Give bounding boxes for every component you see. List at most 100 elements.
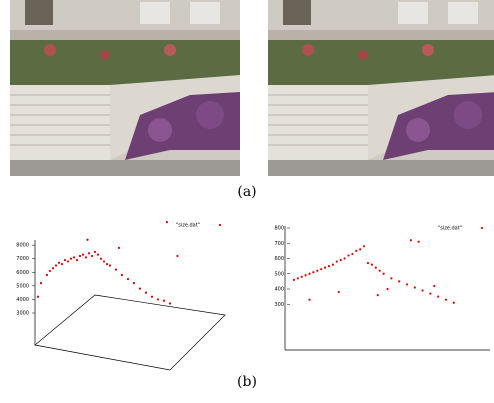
y-tick-label: 8000 [16, 243, 29, 249]
point [339, 258, 342, 262]
point [370, 263, 373, 266]
point [366, 261, 370, 265]
point [99, 257, 103, 260]
point [87, 252, 91, 255]
point [156, 298, 160, 301]
point [308, 298, 311, 301]
point [398, 280, 401, 283]
point [386, 287, 389, 291]
point [72, 256, 76, 259]
point [86, 238, 89, 241]
point [417, 240, 420, 243]
point [75, 258, 79, 262]
point [57, 261, 61, 264]
point [93, 250, 97, 254]
point [45, 273, 49, 277]
point [144, 291, 148, 294]
point [437, 295, 440, 298]
point [444, 298, 448, 301]
point [390, 277, 393, 280]
point [54, 264, 58, 267]
point [132, 282, 136, 285]
point [48, 269, 52, 273]
point [108, 264, 112, 267]
point [429, 292, 432, 295]
3d-frame [34, 240, 226, 371]
point [355, 249, 358, 252]
point [176, 254, 179, 258]
point [296, 277, 299, 280]
legend-marker [480, 226, 484, 230]
point [421, 289, 424, 292]
point [374, 266, 377, 269]
y-tick-label: 7000 [16, 256, 29, 262]
point [359, 248, 362, 251]
y-tick-label: 6000 [16, 270, 29, 276]
point [316, 269, 319, 272]
y-tick-label: 4000 [16, 297, 29, 303]
point [117, 246, 121, 249]
point [81, 253, 85, 256]
point [320, 268, 323, 271]
point [168, 302, 172, 305]
point [324, 266, 327, 269]
photo-left [9, 0, 241, 177]
point [138, 287, 142, 290]
y-tick-label: 400 [274, 287, 284, 293]
caption: (a) [237, 184, 256, 200]
point [327, 265, 331, 268]
point [150, 295, 154, 298]
point [409, 239, 412, 242]
legend-marker [218, 223, 222, 227]
point [102, 260, 106, 263]
y-tick-label: 500 [274, 271, 284, 277]
point [378, 269, 381, 272]
point [300, 275, 303, 278]
caption: (b) [237, 374, 257, 390]
y-tick-label: 3000 [16, 311, 29, 317]
point [343, 257, 346, 260]
point [78, 254, 82, 258]
point [304, 274, 307, 277]
point [162, 299, 166, 302]
point [308, 272, 311, 275]
y-tick-label: 300 [274, 302, 284, 308]
point [84, 256, 88, 259]
point [312, 271, 315, 274]
point [126, 277, 130, 281]
point [39, 282, 43, 285]
point [337, 290, 340, 294]
point [105, 263, 109, 266]
point [292, 278, 295, 281]
point [335, 260, 338, 263]
point [36, 295, 40, 298]
point [60, 263, 64, 266]
point [413, 286, 416, 289]
point [114, 268, 118, 271]
legend-label: "size.dat" [176, 223, 200, 229]
point [382, 272, 385, 275]
y-tick-label: 700 [274, 241, 284, 247]
point [66, 260, 70, 263]
point [96, 253, 100, 256]
point [51, 267, 55, 270]
point [63, 258, 67, 262]
y-tick-label: 600 [274, 256, 284, 262]
point [69, 257, 73, 260]
point [452, 301, 455, 304]
y-tick-label: 800 [274, 226, 284, 232]
point [90, 254, 94, 258]
point [351, 252, 354, 256]
point [363, 245, 366, 248]
point [120, 273, 124, 277]
point [433, 284, 436, 288]
point [165, 220, 169, 224]
plot-frame [284, 226, 490, 351]
point [331, 263, 334, 266]
y-tick-label: 5000 [16, 283, 29, 289]
point [405, 283, 409, 286]
point [347, 254, 350, 257]
photo-right [267, 0, 494, 177]
point [376, 294, 379, 297]
